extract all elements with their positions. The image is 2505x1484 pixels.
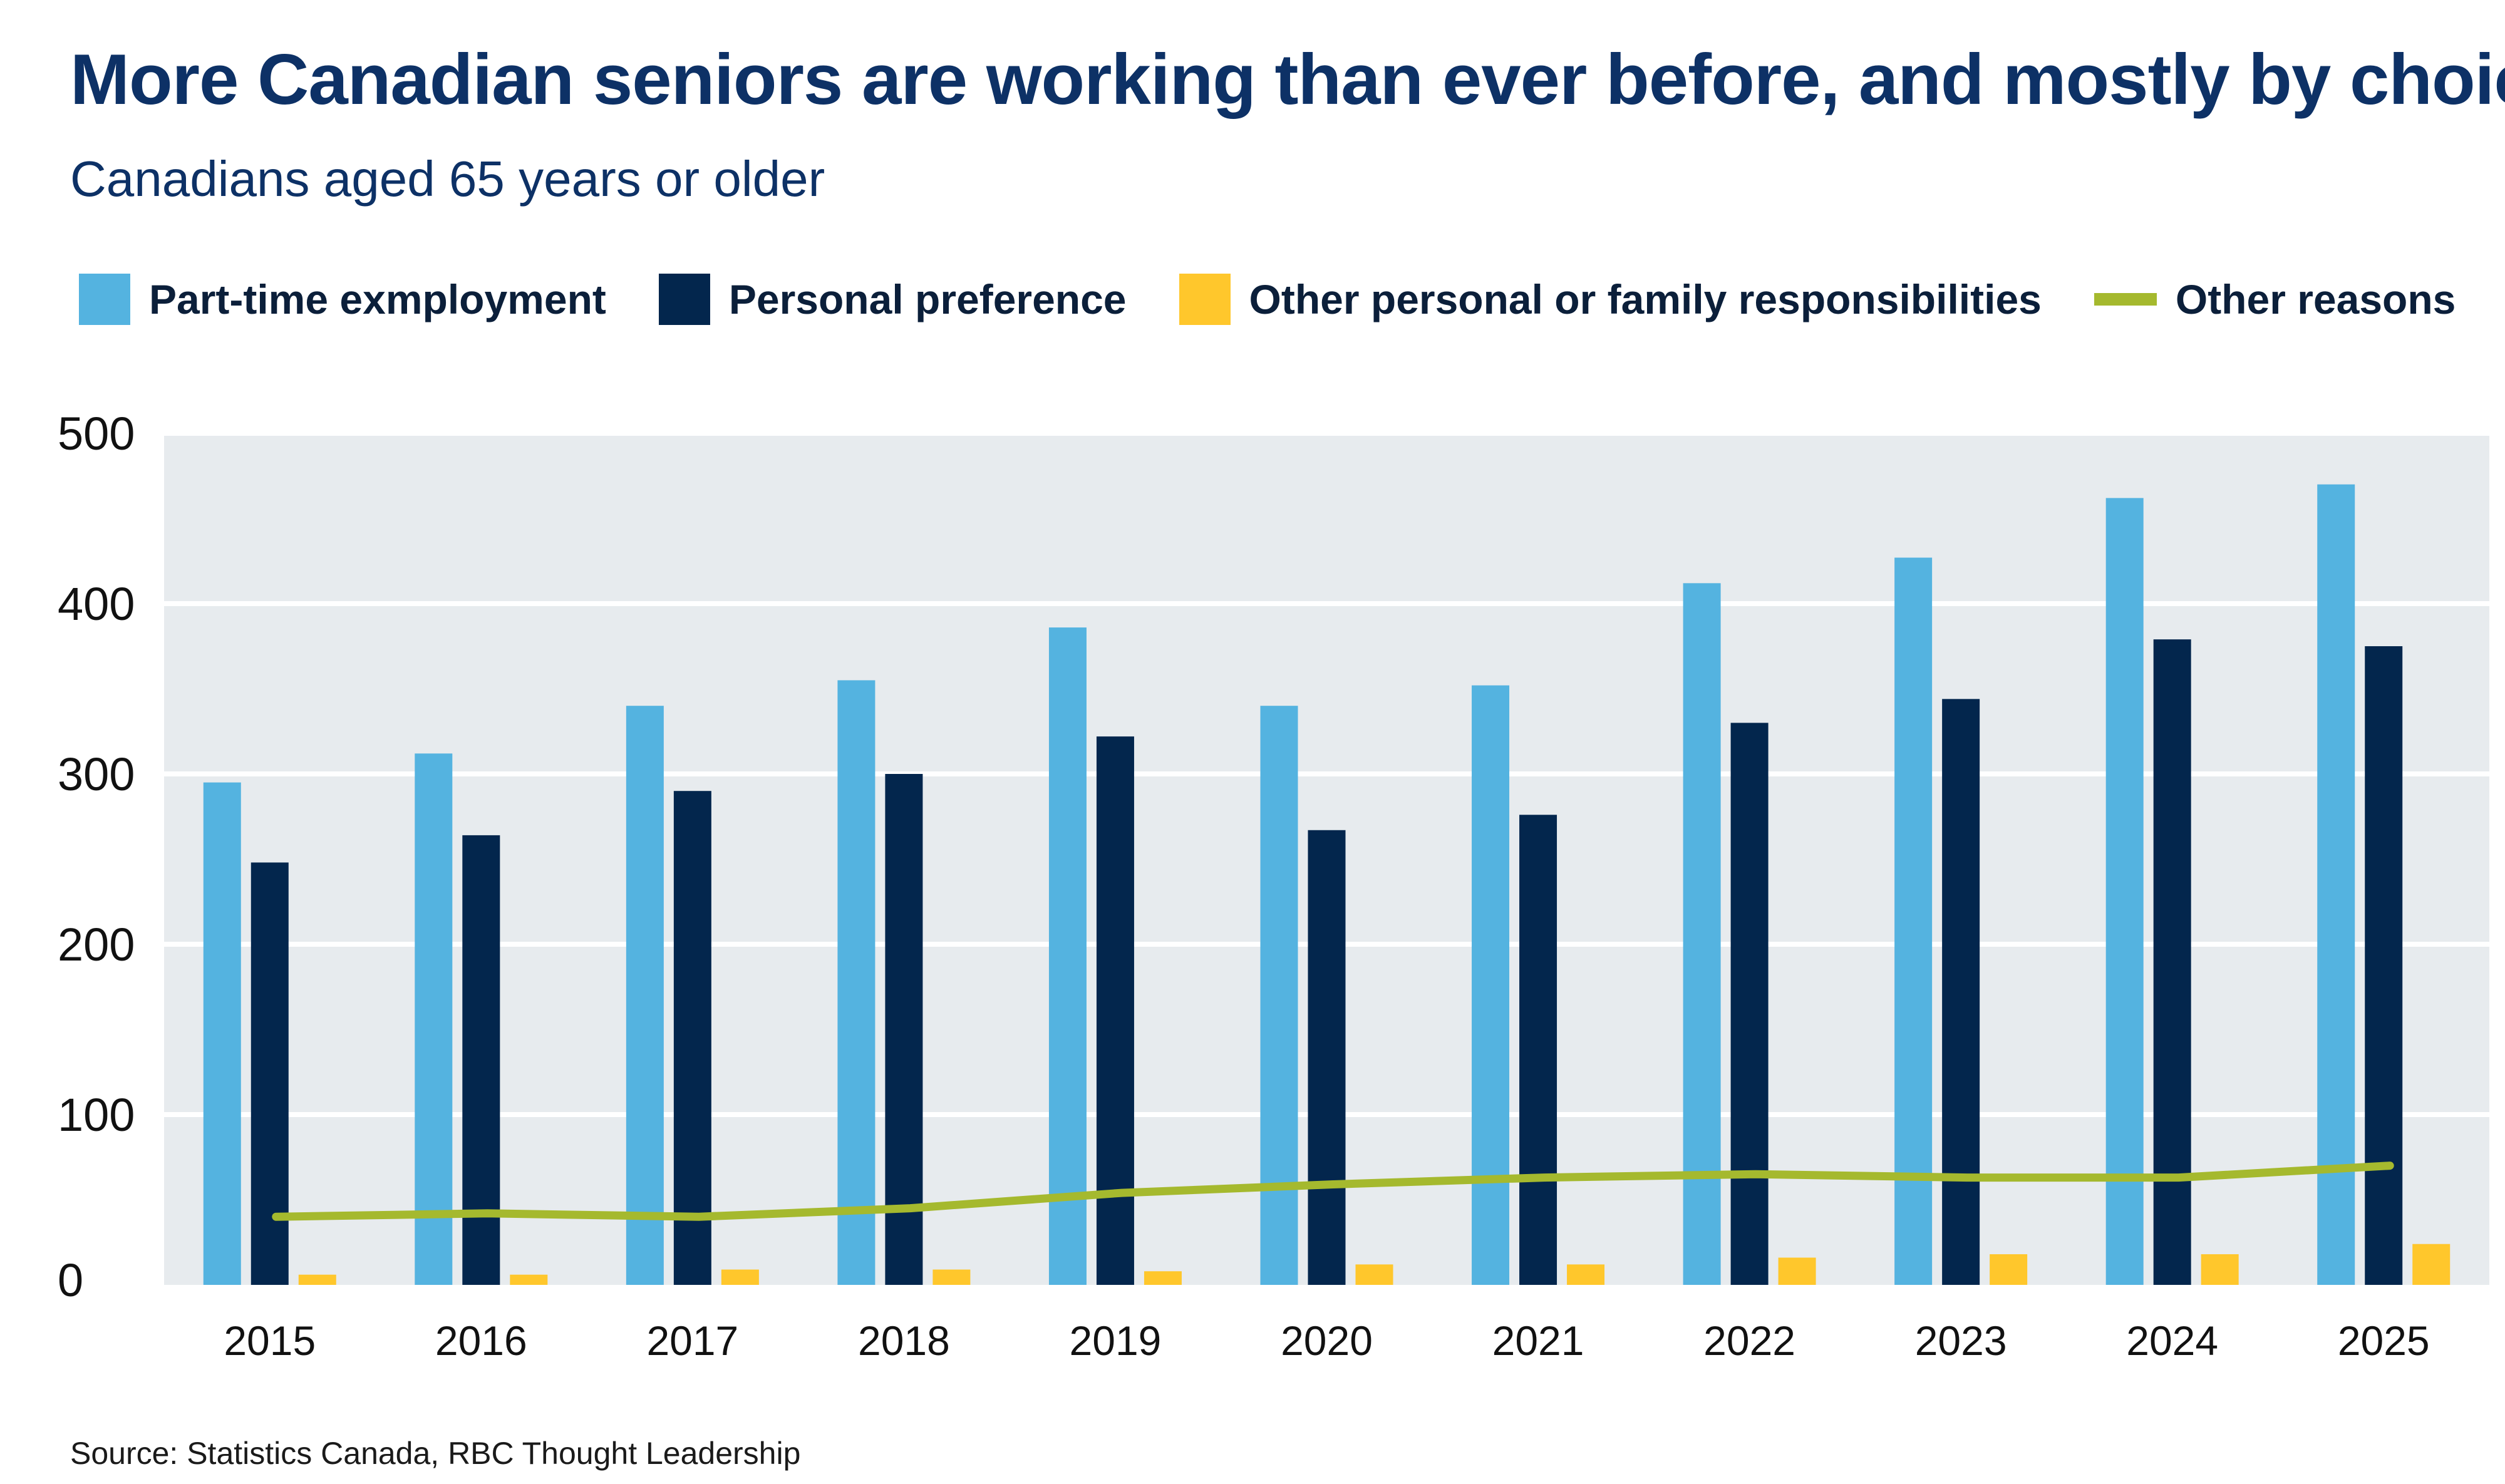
legend: Part-time exmployment Personal preferenc… xyxy=(79,271,2456,328)
y-tick-label: 100 xyxy=(58,1089,135,1141)
legend-item-other-reasons: Other reasons xyxy=(2094,276,2456,323)
bar-other-personal-or-family-responsibilities-2017 xyxy=(721,1269,759,1285)
bar-other-personal-or-family-responsibilities-2021 xyxy=(1567,1264,1605,1285)
bar-personal-preference-2021 xyxy=(1519,815,1557,1285)
bar-other-personal-or-family-responsibilities-2016 xyxy=(510,1274,548,1285)
bar-personal-preference-2020 xyxy=(1308,830,1346,1285)
legend-swatch-part-time xyxy=(79,274,130,325)
legend-swatch-personal-preference xyxy=(658,274,710,325)
bar-other-personal-or-family-responsibilities-2025 xyxy=(2412,1244,2451,1285)
x-tick-label: 2015 xyxy=(224,1317,316,1364)
bar-part-time-exmployment-2020 xyxy=(1260,706,1298,1285)
bar-personal-preference-2023 xyxy=(1942,699,1980,1285)
x-tick-label: 2023 xyxy=(1915,1317,2007,1364)
bar-personal-preference-2018 xyxy=(885,774,923,1285)
bar-part-time-exmployment-2024 xyxy=(2105,498,2144,1285)
x-tick-label: 2022 xyxy=(1703,1317,1795,1364)
x-tick-label: 2016 xyxy=(435,1317,527,1364)
y-tick-label: 500 xyxy=(58,408,135,460)
bar-personal-preference-2019 xyxy=(1096,736,1134,1285)
bar-personal-preference-2015 xyxy=(250,862,289,1285)
line-series-other-reasons xyxy=(272,1162,2394,1221)
y-tick-label: 400 xyxy=(58,578,135,630)
bar-part-time-exmployment-2016 xyxy=(415,753,453,1285)
y-tick-label: 0 xyxy=(58,1254,83,1306)
bar-personal-preference-2017 xyxy=(673,791,711,1285)
bar-other-personal-or-family-responsibilities-2023 xyxy=(1990,1254,2028,1285)
legend-item-personal-preference: Personal preference xyxy=(658,274,1127,325)
bar-part-time-exmployment-2015 xyxy=(203,782,241,1285)
bar-part-time-exmployment-2022 xyxy=(1683,583,1721,1285)
legend-item-other-personal: Other personal or family responsibilitie… xyxy=(1179,274,2042,325)
y-tick-label: 200 xyxy=(58,919,135,971)
x-tick-label: 2024 xyxy=(2126,1317,2218,1364)
source-note: Source: Statistics Canada, RBC Thought L… xyxy=(70,1436,801,1471)
x-tick-label: 2018 xyxy=(858,1317,950,1364)
legend-label-personal-preference: Personal preference xyxy=(728,276,1127,322)
chart-subtitle: Canadians aged 65 years or older xyxy=(70,151,825,207)
bar-other-personal-or-family-responsibilities-2018 xyxy=(932,1269,971,1285)
x-tick-label: 2017 xyxy=(646,1317,738,1364)
y-tick-label: 300 xyxy=(58,748,135,800)
legend-swatch-other-personal xyxy=(1179,274,1231,325)
bar-part-time-exmployment-2017 xyxy=(626,706,664,1285)
x-tick-label: 2019 xyxy=(1070,1317,1162,1364)
bar-part-time-exmployment-2023 xyxy=(1894,557,1933,1285)
bar-part-time-exmployment-2018 xyxy=(837,680,875,1285)
bar-personal-preference-2025 xyxy=(2365,646,2403,1285)
legend-swatch-other-reasons xyxy=(2094,293,2157,306)
bar-part-time-exmployment-2021 xyxy=(1472,685,1510,1285)
bar-other-personal-or-family-responsibilities-2022 xyxy=(1778,1257,1816,1285)
bar-part-time-exmployment-2019 xyxy=(1048,627,1087,1285)
bar-other-personal-or-family-responsibilities-2024 xyxy=(2201,1254,2239,1285)
legend-label-other-reasons: Other reasons xyxy=(2175,276,2456,322)
legend-label-other-personal: Other personal or family responsibilitie… xyxy=(1249,276,2042,322)
bar-part-time-exmployment-2025 xyxy=(2317,484,2355,1285)
bar-personal-preference-2022 xyxy=(1730,723,1769,1285)
x-tick-label: 2025 xyxy=(2338,1317,2430,1364)
x-tick-label: 2021 xyxy=(1492,1317,1584,1364)
legend-label-part-time: Part-time exmployment xyxy=(149,276,606,322)
bar-other-personal-or-family-responsibilities-2019 xyxy=(1144,1271,1182,1285)
bar-personal-preference-2024 xyxy=(2153,639,2191,1285)
x-tick-label: 2020 xyxy=(1281,1317,1373,1364)
legend-item-part-time: Part-time exmployment xyxy=(79,274,606,325)
bar-other-personal-or-family-responsibilities-2020 xyxy=(1355,1264,1393,1285)
bar-other-personal-or-family-responsibilities-2015 xyxy=(298,1274,336,1285)
chart-title: More Canadian seniors are working than e… xyxy=(70,40,2505,120)
